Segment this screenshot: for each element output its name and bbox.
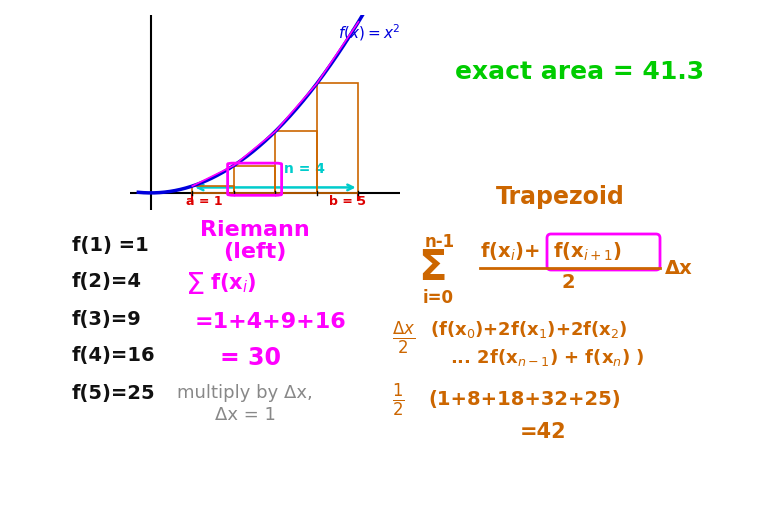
- Text: 2: 2: [561, 274, 574, 292]
- Text: (left): (left): [223, 242, 287, 262]
- Bar: [275, 132, 317, 193]
- Text: ... 2f(x$_{n-1}$) + f(x$_n$) ): ... 2f(x$_{n-1}$) + f(x$_n$) ): [450, 347, 644, 369]
- Text: f(4)=16: f(4)=16: [72, 346, 156, 366]
- Text: = 30: = 30: [220, 346, 281, 370]
- Text: a = 1: a = 1: [186, 195, 222, 208]
- Text: exact area = 41.3: exact area = 41.3: [456, 60, 705, 84]
- Text: $f(x) = x^2$: $f(x) = x^2$: [337, 22, 400, 43]
- Text: Σ: Σ: [418, 247, 446, 289]
- Text: f(3)=9: f(3)=9: [72, 309, 142, 329]
- Text: Trapezoid: Trapezoid: [495, 185, 624, 209]
- Text: (1+8+18+32+25): (1+8+18+32+25): [428, 391, 621, 410]
- Bar: [234, 165, 275, 193]
- Text: Δx: Δx: [665, 258, 693, 278]
- Text: $\frac{\Delta x}{2}$: $\frac{\Delta x}{2}$: [392, 319, 415, 357]
- Text: f(1) =1: f(1) =1: [72, 236, 149, 254]
- Text: i=0: i=0: [423, 289, 454, 307]
- Text: f(2)=4: f(2)=4: [72, 272, 142, 292]
- Text: f(x$_i$): f(x$_i$): [210, 271, 257, 295]
- Text: b = 5: b = 5: [329, 195, 367, 208]
- Text: (f(x$_0$)+2f(x$_1$)+2f(x$_2$): (f(x$_0$)+2f(x$_1$)+2f(x$_2$): [430, 319, 627, 341]
- Text: f(x$_i$)+: f(x$_i$)+: [480, 241, 540, 263]
- Text: n = 4: n = 4: [284, 162, 324, 176]
- Bar: [193, 186, 234, 193]
- Text: f(x$_{i+1}$): f(x$_{i+1}$): [553, 241, 622, 263]
- Text: n-1: n-1: [425, 233, 455, 251]
- Text: =1+4+9+16: =1+4+9+16: [195, 312, 347, 332]
- Text: =42: =42: [520, 422, 567, 442]
- Text: Δx = 1: Δx = 1: [215, 406, 275, 424]
- Text: f(5)=25: f(5)=25: [72, 384, 156, 402]
- Text: $\frac{1}{2}$: $\frac{1}{2}$: [392, 381, 404, 419]
- Text: multiply by Δx,: multiply by Δx,: [177, 384, 313, 402]
- Text: Riemann: Riemann: [200, 220, 310, 240]
- Text: $\Sigma$: $\Sigma$: [185, 270, 204, 300]
- Bar: [317, 83, 358, 193]
